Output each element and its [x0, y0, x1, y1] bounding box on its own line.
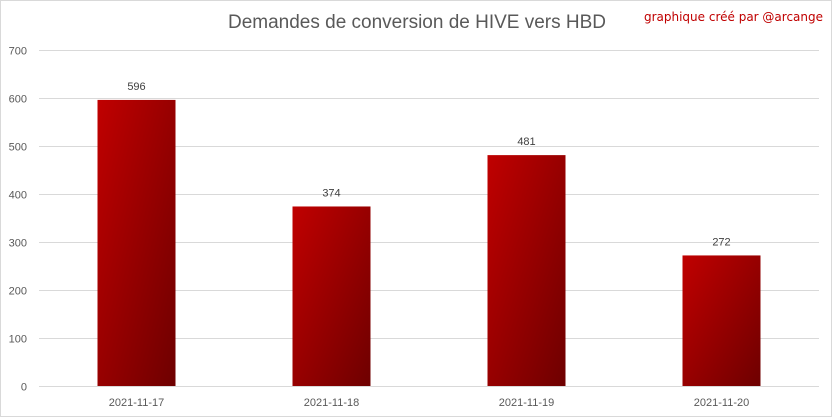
y-tick-label: 400 — [9, 190, 27, 202]
chart-credit: graphique créé par @arcange — [643, 10, 823, 24]
y-tick-label: 700 — [9, 46, 27, 58]
data-label: 596 — [127, 81, 145, 93]
y-tick-label: 0 — [21, 382, 27, 394]
data-label: 374 — [322, 187, 340, 199]
data-label-layer: 596 374 481 272 — [127, 81, 730, 249]
x-tick-label: 2021-11-18 — [304, 397, 359, 409]
y-tick-label: 300 — [9, 238, 27, 250]
y-tick-label: 200 — [9, 286, 27, 298]
data-label: 481 — [517, 136, 535, 148]
bar-2021-11-17 — [97, 99, 176, 387]
y-tick-label: 600 — [9, 94, 27, 106]
x-tick-label: 2021-11-17 — [109, 397, 164, 409]
data-label: 272 — [712, 236, 730, 248]
chart-title: Demandes de conversion de HIVE vers HBD — [227, 12, 607, 33]
y-tick-label: 500 — [9, 142, 27, 154]
y-tick-label: 100 — [9, 334, 27, 346]
bar-layer — [97, 99, 761, 387]
x-tick-label: 2021-11-19 — [499, 397, 554, 409]
bar-2021-11-20 — [682, 255, 761, 386]
x-axis: 2021-11-17 2021-11-18 2021-11-19 2021-11-20 — [109, 397, 749, 409]
x-tick-label: 2021-11-20 — [694, 397, 749, 409]
y-axis: 0 100 200 300 400 500 600 700 — [9, 46, 27, 394]
bar-2021-11-18 — [292, 206, 371, 386]
bar-2021-11-19 — [487, 155, 566, 386]
